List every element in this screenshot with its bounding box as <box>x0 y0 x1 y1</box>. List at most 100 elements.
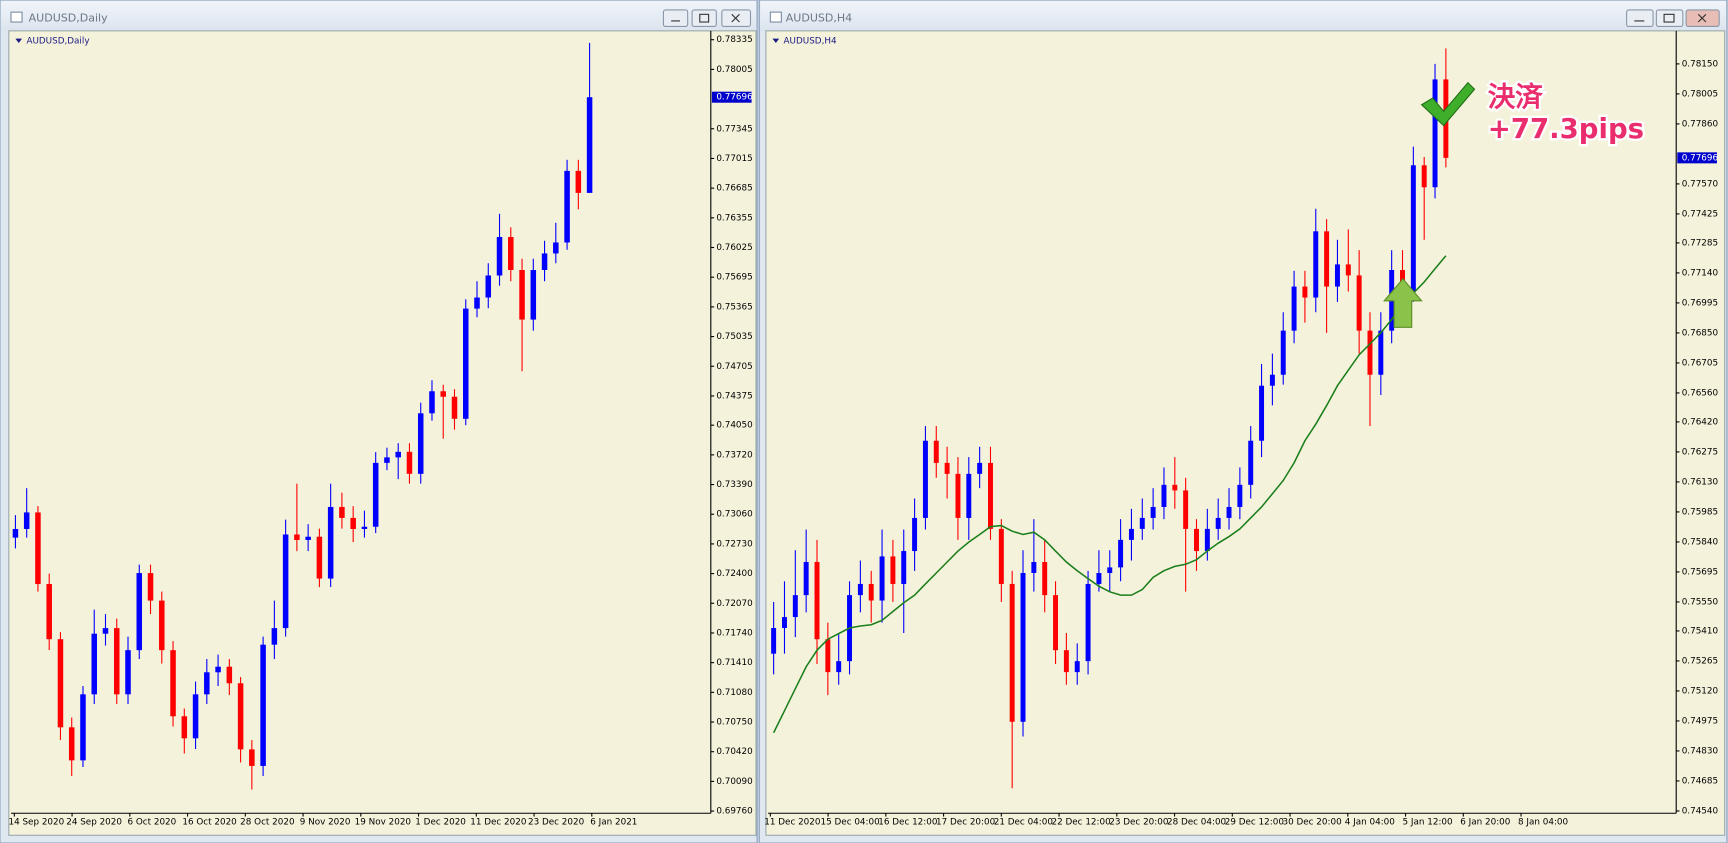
candle-body <box>91 633 97 695</box>
candle-body <box>260 644 266 766</box>
y-tick-label: 0.76130 <box>1682 477 1719 487</box>
candle-body <box>1020 572 1026 722</box>
y-tick-label: 0.75695 <box>1682 567 1718 577</box>
candle-body <box>977 462 983 474</box>
candle-body <box>215 666 221 673</box>
y-tick-label: 0.77860 <box>1682 119 1719 129</box>
candle-body <box>1280 330 1286 375</box>
candle-body <box>1291 286 1297 331</box>
candle-body <box>890 556 896 584</box>
y-tick-label: 0.76025 <box>716 243 752 253</box>
candle-body <box>519 270 525 320</box>
y-tick-label: 0.70420 <box>716 747 753 757</box>
x-tick-label: 6 Jan 2021 <box>590 818 637 828</box>
candle-body <box>1410 165 1416 292</box>
y-tick-label: 0.72730 <box>716 539 753 549</box>
y-tick-label: 0.74705 <box>716 362 752 372</box>
candle-body <box>922 440 928 518</box>
y-tick-label: 0.76685 <box>716 184 752 194</box>
candle-body <box>1324 231 1330 287</box>
candle-body <box>249 749 255 766</box>
y-tick-label: 0.75985 <box>1682 507 1718 517</box>
x-tick-label: 16 Dec 12:00 <box>878 818 938 828</box>
y-tick-label: 0.74975 <box>1682 716 1718 726</box>
candle-body <box>350 517 356 529</box>
candle-body <box>1063 650 1069 673</box>
candle-body <box>406 451 413 474</box>
y-tick-label: 0.71080 <box>716 688 753 698</box>
candle-body <box>825 639 831 673</box>
candle-body <box>1345 264 1351 276</box>
annotation: +77.3pips <box>1488 113 1644 145</box>
x-tick-label: 6 Oct 2020 <box>127 818 176 828</box>
y-tick-label: 0.75265 <box>1682 656 1718 666</box>
candle-body <box>803 562 809 596</box>
charts: 0.78335 0.78005 0.77345 0.77015 0.76685 0.763… <box>8 30 1719 828</box>
y-tick-label: 0.74375 <box>716 391 752 401</box>
candle-body <box>912 517 918 552</box>
y-tick-label: 0.77140 <box>1682 268 1719 278</box>
candle-body <box>1128 528 1134 540</box>
candle-body <box>339 506 345 518</box>
candle-body <box>462 308 469 419</box>
x-tick-label: 23 Dec 20:00 <box>1109 818 1169 828</box>
candle-body <box>68 727 75 761</box>
x-tick-label: 28 Dec 04:00 <box>1167 818 1227 828</box>
candle-body <box>271 628 278 645</box>
x-tick-label: 21 Dec 04:00 <box>994 818 1054 828</box>
chart-label: AUDUSD,Daily <box>26 36 89 46</box>
candle-body <box>1269 374 1275 386</box>
candle-body <box>305 536 311 540</box>
y-tick-label: 0.78005 <box>716 65 752 75</box>
candle-body <box>575 170 582 193</box>
candle-body <box>159 600 165 651</box>
buy-arrow <box>1382 277 1423 328</box>
candle-body <box>1194 528 1199 552</box>
candle-body <box>226 666 233 684</box>
candle-body <box>1161 484 1167 507</box>
y-tick-label: 0.75410 <box>1682 626 1719 636</box>
y-tick-label: 0.74050 <box>716 421 753 431</box>
x-tick-label: 29 Dec 12:00 <box>1225 818 1285 828</box>
window-title: AUDUSD,H4 <box>786 12 852 25</box>
y-tick-label: 0.76560 <box>1682 388 1719 398</box>
candle-body <box>836 661 842 673</box>
candle-body <box>237 683 244 750</box>
candle-body <box>508 236 514 271</box>
y-tick-label: 0.75695 <box>716 273 752 283</box>
x-tick-label: 17 Dec 20:00 <box>936 818 996 828</box>
x-tick-label: 6 Jan 20:00 <box>1460 818 1511 828</box>
candle-body <box>966 473 972 518</box>
y-tick-label: 0.72400 <box>716 569 753 579</box>
candle-body <box>1118 539 1124 568</box>
y-tick-label: 0.71740 <box>716 628 753 638</box>
x-tick-label: 15 Dec 04:00 <box>821 818 881 828</box>
candle-body <box>792 595 798 618</box>
candle-body <box>771 628 777 654</box>
x-tick-label: 5 Jan 12:00 <box>1403 818 1454 828</box>
candle-body <box>395 451 401 458</box>
candle-body <box>901 551 907 584</box>
check-mark <box>1420 81 1476 127</box>
y-tick-label: 0.69760 <box>716 807 753 817</box>
candle-body <box>1367 330 1373 375</box>
y-tick-label: 0.77285 <box>1682 238 1718 248</box>
y-tick-label: 0.74540 <box>1682 806 1719 816</box>
candle-body <box>1237 484 1243 507</box>
candle-body <box>1302 286 1308 298</box>
candle-body <box>136 573 143 651</box>
candle-body <box>868 583 874 601</box>
x-tick-label: 16 Oct 2020 <box>182 818 237 828</box>
y-tick-label: 0.75365 <box>716 302 752 312</box>
window-title: AUDUSD,Daily <box>29 12 108 25</box>
candle-body <box>192 694 199 739</box>
y-tick-label: 0.70750 <box>716 718 753 728</box>
window-buttons[interactable] <box>662 9 1720 27</box>
y-tick-label: 0.75120 <box>1682 686 1719 696</box>
candle-body <box>541 253 548 271</box>
y-tick-label: 0.77425 <box>1682 209 1718 219</box>
candle-body <box>1215 517 1221 529</box>
candle-body <box>1378 330 1384 375</box>
